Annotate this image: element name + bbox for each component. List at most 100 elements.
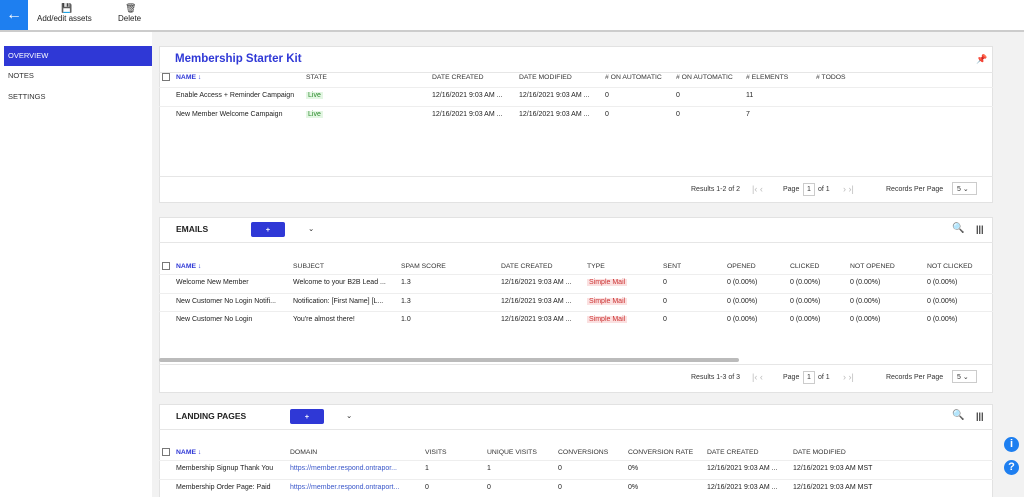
add-button[interactable]: + <box>251 222 285 237</box>
results-count: Results 1-3 of 3 <box>691 374 741 381</box>
back-button[interactable]: ← <box>0 0 28 30</box>
add-button[interactable]: + <box>290 409 324 424</box>
column-header: CLICKED <box>790 263 820 270</box>
row-divider <box>159 106 993 107</box>
table-cell: 0 (0.00%) <box>727 316 758 323</box>
column-header: STATE <box>306 74 327 81</box>
page-of: of 1 <box>818 186 830 193</box>
table-cell: Simple Mail <box>587 316 628 323</box>
column-header: DOMAIN <box>290 449 318 456</box>
table-cell: 0 (0.00%) <box>927 297 958 305</box>
table-cell: 12/16/2021 9:03 AM ... <box>432 92 503 99</box>
select-all[interactable] <box>162 448 170 456</box>
table-cell: 0 (0.00%) <box>727 279 758 286</box>
table-cell: 0 (0.00%) <box>927 316 958 323</box>
table-cell[interactable]: Enable Access + Reminder Campaign <box>176 92 295 99</box>
page-input[interactable]: 1 <box>803 371 815 384</box>
actions-dropdown[interactable]: ⌄ <box>346 411 353 420</box>
table-cell: 12/16/2021 9:03 AM MST <box>793 484 873 491</box>
page-of: of 1 <box>818 374 830 381</box>
pager-next[interactable]: › ›| <box>843 372 854 382</box>
select-all[interactable] <box>162 262 170 270</box>
column-header: DATE MODIFIED <box>519 74 572 81</box>
per-page-select[interactable]: 5 ⌄ <box>952 182 977 195</box>
table-cell: 12/16/2021 9:03 AM ... <box>501 316 572 323</box>
table-cell: 12/16/2021 9:03 AM ... <box>707 484 778 491</box>
add-edit-assets[interactable]: Add/edit assets <box>37 14 92 23</box>
header-divider <box>159 429 993 430</box>
table-cell: Welcome to your B2B Lead ... <box>293 279 386 286</box>
table-cell[interactable]: Membership Order Page: Paid <box>176 484 271 491</box>
table-cell: 12/16/2021 9:03 AM ... <box>501 297 572 305</box>
column-header: DATE CREATED <box>432 74 484 81</box>
results-count: Results 1-2 of 2 <box>691 186 741 193</box>
delete-button[interactable]: Delete <box>118 14 142 23</box>
table-cell: 0 <box>605 92 609 99</box>
help-button[interactable]: ? <box>1004 460 1019 475</box>
table-cell: Notification: [First Name] [L... <box>293 297 384 305</box>
per-page-label: Records Per Page <box>886 186 944 193</box>
sidebar-item[interactable]: NOTES <box>8 71 34 80</box>
table-cell: 0 (0.00%) <box>727 297 758 305</box>
footer-divider <box>159 176 993 177</box>
column-header: NOT CLICKED <box>927 263 973 270</box>
columns-icon[interactable]: ||| <box>976 224 984 234</box>
column-header[interactable]: NAME ↓ <box>176 74 202 81</box>
section-title: Membership Starter Kit <box>175 53 302 65</box>
search-icon[interactable]: 🔍 <box>952 223 965 234</box>
column-header[interactable]: NAME ↓ <box>176 449 202 456</box>
panel <box>159 217 993 393</box>
table-cell: 0 <box>663 279 667 286</box>
row-divider <box>159 292 993 294</box>
table-cell: 12/16/2021 9:03 AM ... <box>501 279 572 286</box>
table-cell: https://member.respond.ontrapor... <box>290 465 398 472</box>
table-cell: You're almost there! <box>293 316 355 323</box>
table-cell: 0 <box>425 484 429 491</box>
actions-dropdown[interactable]: ⌄ <box>308 224 315 233</box>
table-cell: 0 (0.00%) <box>790 279 821 286</box>
column-header[interactable]: NAME ↓ <box>176 263 202 270</box>
row-divider <box>159 479 993 480</box>
pin-icon[interactable]: 📌 <box>976 54 988 64</box>
table-cell[interactable]: Membership Signup Thank You <box>176 465 274 472</box>
table-cell: https://member.respond.ontraport... <box>290 484 400 491</box>
column-header: DATE CREATED <box>707 449 759 456</box>
per-page-select[interactable]: 5 ⌄ <box>952 370 977 383</box>
column-header: SUBJECT <box>293 263 324 270</box>
pager-next[interactable]: › ›| <box>843 184 854 194</box>
header-divider <box>159 242 993 243</box>
table-cell: 11 <box>746 92 754 99</box>
header-divider <box>159 72 993 73</box>
sidebar-item[interactable]: OVERVIEW <box>4 46 152 66</box>
select-all[interactable] <box>162 73 170 81</box>
column-header: # TODOS <box>816 74 846 81</box>
column-header: CONVERSION RATE <box>628 449 694 456</box>
columns-icon[interactable]: ||| <box>976 411 984 421</box>
table-cell: 12/16/2021 9:03 AM ... <box>519 92 590 99</box>
sidebar-item[interactable]: SETTINGS <box>8 92 46 101</box>
table-cell[interactable]: New Member Welcome Campaign <box>176 111 283 118</box>
table-cell[interactable]: Welcome New Member <box>176 279 249 286</box>
column-header: SPAM SCORE <box>401 263 446 270</box>
column-header: UNIQUE VISITS <box>487 449 537 456</box>
pager-prev[interactable]: |‹ ‹ <box>752 372 763 382</box>
pager-prev[interactable]: |‹ ‹ <box>752 184 763 194</box>
column-header: NOT OPENED <box>850 263 895 270</box>
sidebar <box>0 32 152 497</box>
info-button[interactable]: i <box>1004 437 1019 452</box>
page-label: Page <box>783 374 800 381</box>
table-cell[interactable]: New Customer No Login Notifi... <box>176 297 276 305</box>
search-icon[interactable]: 🔍 <box>952 410 965 421</box>
table-cell: 0% <box>628 484 639 491</box>
table-cell[interactable]: New Customer No Login <box>176 316 253 323</box>
table-cell: Live <box>306 92 323 99</box>
section-title: LANDING PAGES <box>176 411 247 421</box>
table-cell: 7 <box>746 111 750 118</box>
table-cell: 1.0 <box>401 316 411 323</box>
table-cell: 12/16/2021 9:03 AM ... <box>519 111 590 118</box>
table-cell: 0 <box>676 111 680 118</box>
table-cell: 0 (0.00%) <box>927 279 958 286</box>
table-cell: 0 <box>487 484 491 491</box>
table-cell: 0 (0.00%) <box>790 316 821 323</box>
page-input[interactable]: 1 <box>803 183 815 196</box>
